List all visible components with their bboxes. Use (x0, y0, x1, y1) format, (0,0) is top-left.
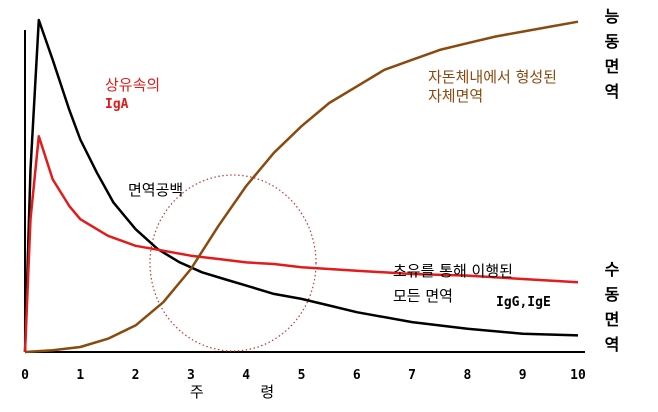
annotation-colostrum-line2: 모든 면역 (393, 287, 453, 305)
annotation-immunity-gap: 면역공백 (128, 181, 183, 199)
x-tick-label: 3 (187, 368, 195, 383)
x-tick-label: 10 (570, 368, 586, 383)
x-tick-label: 5 (298, 368, 306, 383)
active-immunity-line (24, 20, 579, 354)
annotation-self-immunity-line1: 자돈체내에서 형성된 (428, 68, 557, 86)
milk-iga-line (23, 134, 579, 353)
x-tick-label: 8 (463, 368, 471, 383)
annotation-colostrum-line1: 초유를 통해 이행된 (393, 262, 513, 280)
x-axis-label: 주 령 (190, 383, 274, 401)
immunity-gap-circle (149, 174, 317, 352)
x-tick-label: 9 (519, 368, 527, 383)
x-tick-label: 2 (132, 368, 140, 383)
x-tick-label: 6 (353, 368, 361, 383)
annotation-self-immunity-line2: 자체면역 (428, 87, 483, 105)
axes (24, 30, 585, 353)
annotation-igg-ige: IgG,IgE (496, 295, 551, 310)
annotation-iga-line2: IgA (105, 97, 129, 112)
x-tick-label: 0 (21, 368, 29, 383)
x-tick-labels: 0 1 2 3 4 5 6 7 8 9 10 (21, 368, 586, 383)
series-layer (23, 18, 579, 354)
annotation-iga-line1: 상유속의 (105, 76, 160, 94)
x-tick-label: 1 (76, 368, 84, 383)
x-tick-label: 4 (242, 368, 250, 383)
x-tick-label: 7 (408, 368, 416, 383)
